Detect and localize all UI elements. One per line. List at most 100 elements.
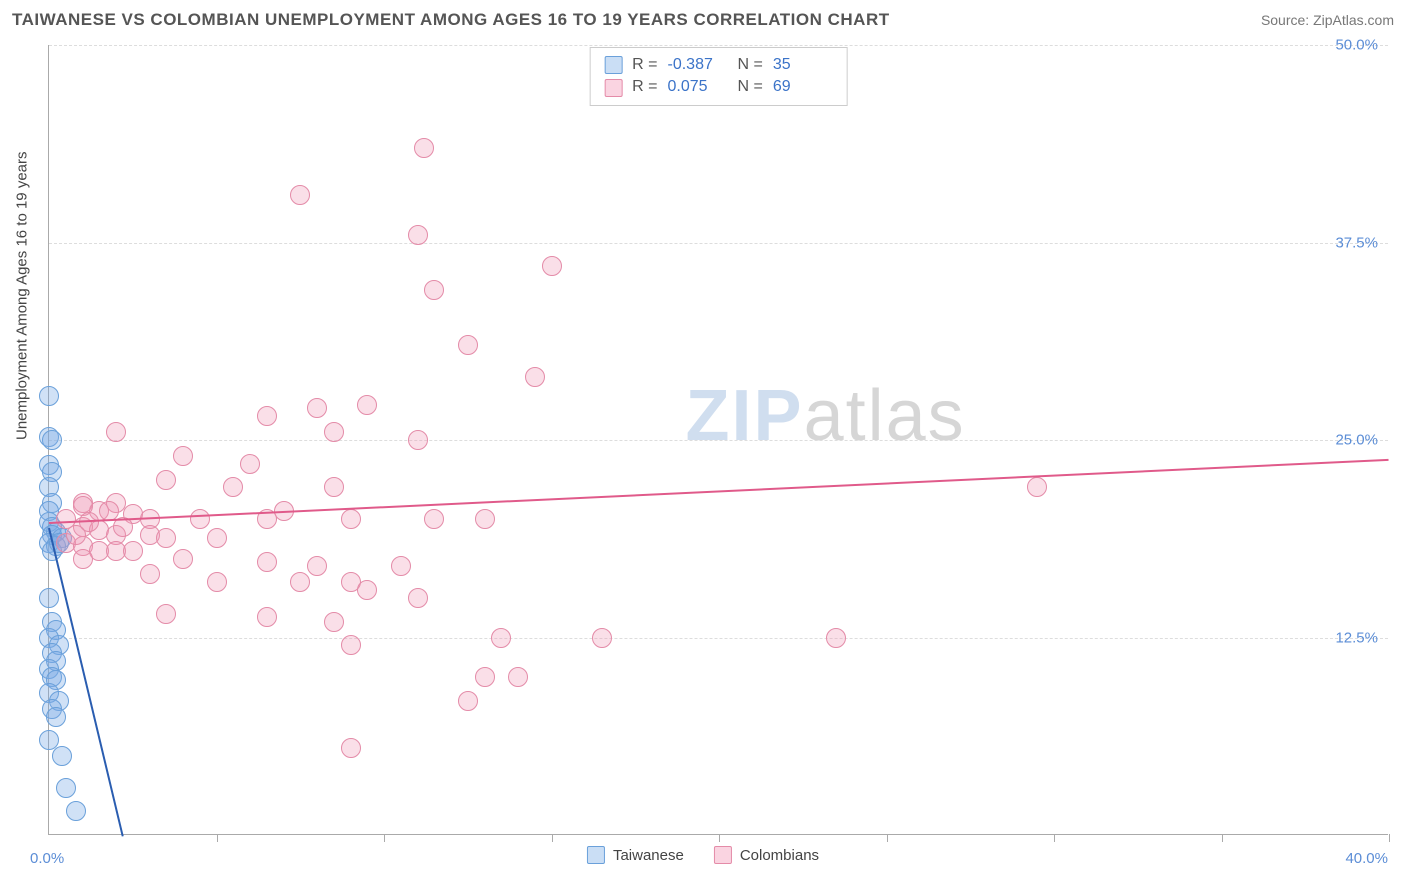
scatter-point (240, 454, 260, 474)
scatter-point (257, 552, 277, 572)
grid-line (49, 638, 1388, 639)
scatter-point (39, 588, 59, 608)
scatter-point (408, 225, 428, 245)
scatter-point (424, 509, 444, 529)
x-tick (217, 834, 218, 842)
scatter-point (458, 691, 478, 711)
scatter-point (391, 556, 411, 576)
source-label: Source: ZipAtlas.com (1261, 12, 1394, 28)
n-value-1: 69 (773, 76, 833, 98)
scatter-point (491, 628, 511, 648)
n-label-0: N = (738, 54, 763, 76)
x-tick (719, 834, 720, 842)
swatch-colombians (604, 79, 622, 97)
scatter-point (156, 528, 176, 548)
scatter-point (424, 280, 444, 300)
chart-title: TAIWANESE VS COLOMBIAN UNEMPLOYMENT AMON… (12, 10, 890, 30)
bottom-legend: Taiwanese Colombians (587, 846, 819, 864)
swatch-taiwanese (604, 56, 622, 74)
scatter-point (257, 406, 277, 426)
r-label-0: R = (632, 54, 657, 76)
x-tick-label-max: 40.0% (1345, 850, 1388, 867)
grid-line (49, 440, 1388, 441)
y-tick-label: 37.5% (1335, 234, 1378, 251)
title-bar: TAIWANESE VS COLOMBIAN UNEMPLOYMENT AMON… (12, 10, 1394, 30)
scatter-point (357, 395, 377, 415)
scatter-point (173, 549, 193, 569)
scatter-point (341, 635, 361, 655)
scatter-point (73, 549, 93, 569)
scatter-point (290, 572, 310, 592)
y-axis-label: Unemployment Among Ages 16 to 19 years (14, 151, 31, 440)
scatter-point (156, 604, 176, 624)
correlation-stats-box: R = -0.387 N = 35 R = 0.075 N = 69 (589, 47, 848, 106)
watermark: ZIPatlas (686, 375, 966, 457)
scatter-point (173, 446, 193, 466)
scatter-point (39, 386, 59, 406)
scatter-point (307, 556, 327, 576)
scatter-point (307, 398, 327, 418)
y-tick-label: 50.0% (1335, 37, 1378, 54)
grid-line (49, 45, 1388, 46)
scatter-point (458, 335, 478, 355)
scatter-point (542, 256, 562, 276)
scatter-point (56, 778, 76, 798)
scatter-point (207, 528, 227, 548)
r-label-1: R = (632, 76, 657, 98)
x-tick-label-0: 0.0% (30, 850, 64, 867)
legend-label-colombians: Colombians (740, 847, 819, 864)
scatter-point (46, 707, 66, 727)
scatter-point (341, 509, 361, 529)
scatter-point (408, 430, 428, 450)
scatter-point (324, 477, 344, 497)
n-value-0: 35 (773, 54, 833, 76)
scatter-point (1027, 477, 1047, 497)
watermark-zip: ZIP (686, 376, 804, 456)
legend-label-taiwanese: Taiwanese (613, 847, 684, 864)
grid-line (49, 243, 1388, 244)
r-value-1: 0.075 (668, 76, 728, 98)
x-tick (1222, 834, 1223, 842)
scatter-point (257, 607, 277, 627)
scatter-point (156, 470, 176, 490)
n-label-1: N = (738, 76, 763, 98)
x-tick (552, 834, 553, 842)
scatter-point (525, 367, 545, 387)
scatter-point (106, 422, 126, 442)
stats-row-taiwanese: R = -0.387 N = 35 (604, 54, 833, 76)
scatter-point (475, 509, 495, 529)
scatter-point (341, 738, 361, 758)
legend-swatch-taiwanese (587, 846, 605, 864)
scatter-point (592, 628, 612, 648)
y-tick-label: 12.5% (1335, 629, 1378, 646)
scatter-point (56, 509, 76, 529)
legend-swatch-colombians (714, 846, 732, 864)
scatter-point (190, 509, 210, 529)
scatter-point (290, 185, 310, 205)
scatter-point (123, 541, 143, 561)
scatter-point (414, 138, 434, 158)
scatter-point (140, 564, 160, 584)
scatter-point (207, 572, 227, 592)
scatter-point (324, 612, 344, 632)
scatter-point (508, 667, 528, 687)
y-tick-label: 25.0% (1335, 432, 1378, 449)
scatter-point (324, 422, 344, 442)
scatter-point (475, 667, 495, 687)
scatter-point (42, 430, 62, 450)
watermark-atlas: atlas (804, 376, 966, 456)
scatter-point (223, 477, 243, 497)
x-tick (887, 834, 888, 842)
x-tick (1389, 834, 1390, 842)
chart-plot-area: ZIPatlas R = -0.387 N = 35 R = 0.075 N =… (48, 45, 1388, 835)
legend-item-taiwanese: Taiwanese (587, 846, 684, 864)
x-tick (1054, 834, 1055, 842)
stats-row-colombians: R = 0.075 N = 69 (604, 76, 833, 98)
x-tick (384, 834, 385, 842)
legend-item-colombians: Colombians (714, 846, 819, 864)
r-value-0: -0.387 (668, 54, 728, 76)
scatter-point (357, 580, 377, 600)
scatter-point (52, 746, 72, 766)
scatter-point (408, 588, 428, 608)
scatter-point (66, 801, 86, 821)
